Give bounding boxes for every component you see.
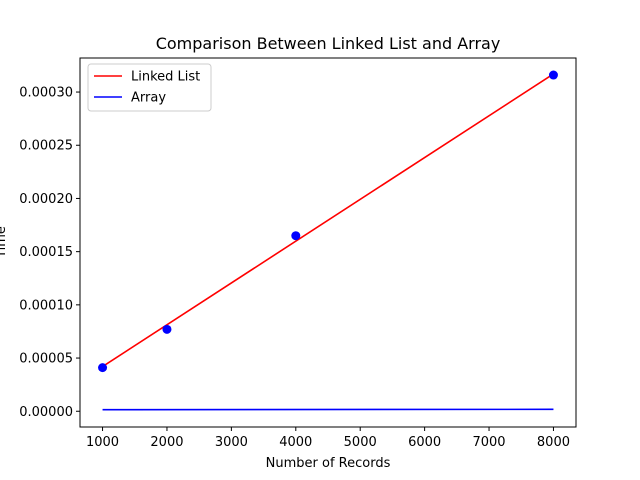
series-layer xyxy=(102,73,554,411)
y-tick-label: 0.00020 xyxy=(19,192,73,207)
x-axis-label: Number of Records xyxy=(266,456,391,471)
series-line-linked-list xyxy=(102,73,554,368)
y-axis-ticks: 0.00000 0.00005 0.00010 0.00015 0.00020 0.000… xyxy=(19,86,80,420)
points-layer xyxy=(98,70,558,373)
data-point-1 xyxy=(162,324,172,334)
y-tick-label: 0.00000 xyxy=(19,405,73,420)
data-point-0 xyxy=(98,363,108,373)
legend-label-array: Array xyxy=(131,91,166,106)
data-point-3 xyxy=(548,70,558,80)
y-tick-label: 0.00010 xyxy=(19,298,73,313)
x-tick-label: 5000 xyxy=(344,435,377,450)
x-tick-label: 7000 xyxy=(472,435,505,450)
x-tick-label: 1000 xyxy=(86,435,119,450)
x-tick-label: 8000 xyxy=(537,435,570,450)
y-tick-label: 0.00030 xyxy=(19,86,73,101)
y-tick-label: 0.00025 xyxy=(19,139,73,154)
x-tick-label: 2000 xyxy=(150,435,183,450)
legend: Linked List Array xyxy=(87,63,212,112)
legend-label-linked-list: Linked List xyxy=(131,70,200,85)
y-tick-label: 0.00005 xyxy=(19,352,73,367)
plot-frame xyxy=(79,57,577,428)
x-tick-label: 3000 xyxy=(215,435,248,450)
x-tick-label: 6000 xyxy=(408,435,441,450)
y-axis-label: Time xyxy=(0,226,9,259)
x-axis-ticks: 1000 2000 3000 4000 5000 6000 7000 8000 xyxy=(86,427,570,450)
y-tick-label: 0.00015 xyxy=(19,245,73,260)
data-point-2 xyxy=(291,231,301,241)
chart-title: Comparison Between Linked List and Array xyxy=(156,34,501,53)
plot-area xyxy=(80,58,576,427)
x-tick-label: 4000 xyxy=(279,435,312,450)
